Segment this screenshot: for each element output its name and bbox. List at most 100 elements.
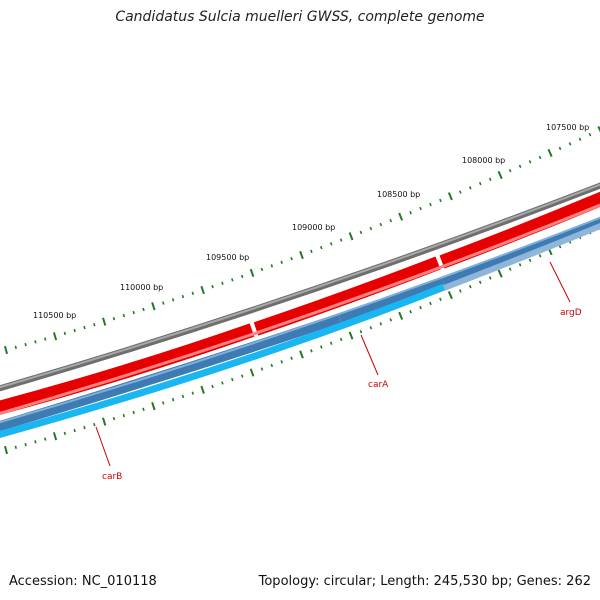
ruler-inner-tick (211, 384, 214, 389)
gene-label-carB: carB (102, 472, 122, 482)
ruler-outer-tick (93, 322, 96, 327)
ruler-outer-tick (14, 345, 17, 349)
ruler-inner-tick (14, 445, 17, 449)
ruler-inner-tick (151, 402, 156, 411)
ruler-outer-tick (102, 317, 107, 326)
ruler-outer-tick (439, 198, 442, 203)
ruler-outer-tick (290, 256, 293, 261)
ruler-outer-tick (270, 264, 274, 268)
tick-label-109000: 109000 bp (292, 223, 335, 232)
ruler-outer-tick (339, 238, 343, 242)
ruler-inner-tick (488, 276, 492, 280)
ruler-inner-tick (528, 258, 532, 262)
length-label: Length: (380, 574, 430, 589)
ruler-outer-tick (44, 337, 47, 341)
ruler-inner-tick (260, 367, 264, 371)
ruler-inner-tick (231, 377, 234, 382)
ruler-inner-tick (459, 289, 462, 293)
ruler-outer-tick (409, 210, 412, 215)
ruler-inner-tick (249, 368, 255, 377)
ruler-inner-tick (419, 305, 422, 310)
ruler-inner-tick (122, 413, 126, 418)
ruler-outer-tick (181, 294, 185, 299)
ruler-inner-tick (162, 401, 165, 405)
ruler-inner-tick (181, 394, 185, 399)
ruler-outer-tick (280, 260, 283, 264)
ruler-inner-tick (348, 331, 354, 340)
ruler-inner-tick (73, 428, 76, 433)
forward-cds-segment-2 (253, 256, 441, 336)
ruler-inner-tick (497, 269, 503, 278)
ruler-outer-tick (538, 155, 542, 160)
ruler-inner-tick (280, 360, 283, 364)
ruler-inner-tick (102, 417, 107, 426)
ruler-inner-tick (200, 385, 205, 394)
ruler-outer-tick (488, 177, 492, 182)
tick-label-109500: 109500 bp (206, 253, 249, 262)
ruler-inner-tick (290, 356, 293, 360)
ruler-inner-tick (52, 432, 58, 441)
ruler-inner-tick (24, 442, 27, 447)
forward-cds-segment-3 (439, 191, 600, 269)
ruler-inner-tick (389, 318, 393, 322)
reverse-cds-carB (0, 313, 342, 432)
ruler-outer-tick (468, 186, 472, 190)
ruler-outer-tick (249, 268, 255, 278)
ruler-outer-tick (547, 148, 553, 157)
ruler-outer-tick (221, 281, 224, 285)
ruler-inner-tick (468, 284, 472, 289)
ruler-inner-tick (508, 267, 512, 271)
ruler-inner-tick (518, 263, 522, 267)
ruler-outer-tick (478, 181, 482, 186)
gene-leader-carA (360, 334, 379, 376)
reverse-cds-argD (442, 216, 600, 288)
ruler-outer-tick (348, 232, 354, 241)
ruler-outer-tick (200, 285, 205, 295)
gene-leader-carB (95, 426, 111, 467)
ruler-outer-tick (260, 267, 264, 272)
ruler-outer-tick (447, 192, 453, 201)
ruler-outer-tick (578, 137, 582, 141)
tick-label-110500: 110500 bp (33, 311, 76, 320)
ruler-outer-tick (3, 345, 9, 355)
map-title: Candidatus Sulcia muelleri GWSS, complet… (115, 9, 485, 25)
ruler-inner-tick (93, 422, 96, 427)
topology-label: Topology: (258, 574, 320, 589)
ruler-inner-tick (320, 345, 323, 349)
forward-cds-segment-1 (0, 323, 255, 415)
ruler-inner-tick (398, 311, 404, 320)
genome-summary: Topology: circular; Length: 245,530 bp; … (258, 574, 591, 589)
ruler-inner-tick (63, 431, 67, 436)
ruler-outer-tick (171, 298, 175, 302)
ruler-outer-tick (240, 274, 244, 279)
ruler-inner-tick (478, 280, 482, 285)
topology-value: circular (323, 574, 372, 589)
ruler-outer-tick (558, 146, 562, 151)
genes-value: 262 (566, 574, 591, 589)
ruler-outer-tick (320, 245, 323, 250)
ruler-inner-tick (439, 297, 442, 302)
ruler-inner-tick (369, 326, 373, 330)
tick-label-108500: 108500 bp (377, 190, 420, 199)
ruler-inner-tick (112, 416, 116, 421)
ruler-inner-tick (429, 301, 432, 306)
ruler-outer-tick (389, 218, 393, 223)
ruler-outer-tick (83, 325, 86, 330)
genome-backbone (0, 182, 600, 392)
ruler-outer-tick (52, 332, 58, 341)
ruler-outer-tick (151, 302, 156, 311)
reverse-feature-band (0, 283, 446, 439)
ruler-outer-tick (497, 170, 503, 180)
ruler-outer-tick (231, 278, 234, 282)
ruler-outer-tick (429, 202, 432, 207)
ruler-inner-tick (299, 350, 304, 359)
tick-label-108000: 108000 bp (462, 156, 505, 165)
reverse-cds-carA (338, 278, 446, 323)
ruler-outer-tick (508, 168, 512, 173)
ruler-outer-tick (34, 340, 37, 344)
ruler-inner-tick (339, 337, 343, 342)
tick-label-110000: 110000 bp (120, 283, 163, 292)
ruler-outer-tick (24, 342, 27, 347)
ruler-inner-tick (44, 437, 47, 441)
